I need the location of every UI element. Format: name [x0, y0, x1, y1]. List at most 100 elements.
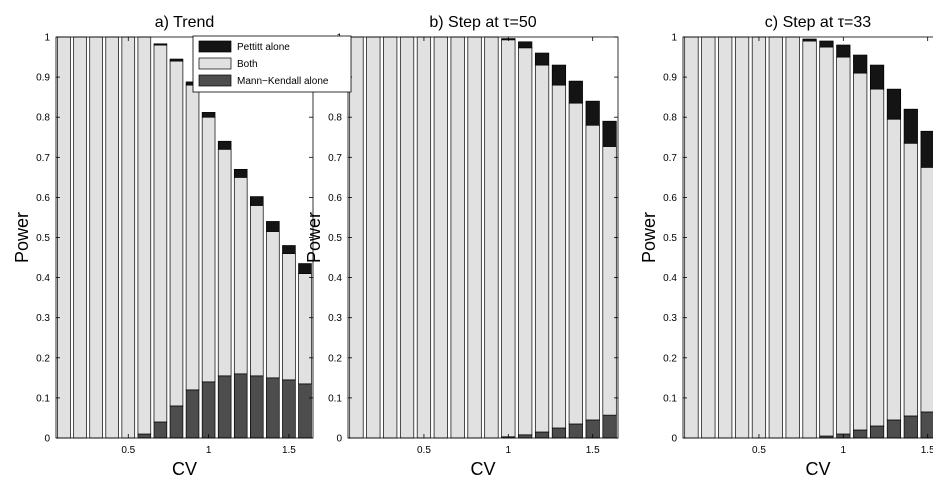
- bar-both: [416, 36, 432, 439]
- bar-mk: [153, 421, 168, 439]
- y-tick-label: 0.3: [328, 313, 342, 324]
- y-tick-label: 0.8: [36, 113, 50, 124]
- chart-panel-2: b) Step at τ=50 0 0.1 0.2 0.3 0.4 0.5 0.6 0.7 0.8…: [304, 14, 619, 479]
- y-tick-label: 0: [336, 434, 342, 445]
- bar-both: [785, 36, 800, 439]
- bar-pettitt: [250, 196, 264, 206]
- bar-pettitt: [853, 54, 868, 74]
- legend-swatch-both: [198, 57, 232, 70]
- bar-pettitt: [602, 120, 617, 147]
- y-tick-label: 0.5: [328, 233, 342, 244]
- chart-title: b) Step at τ=50: [429, 14, 536, 31]
- chart-title: a) Trend: [155, 14, 215, 31]
- y-tick-label: 0.6: [663, 193, 677, 204]
- chart-panel-3: c) Step at τ=33 0 0.1 0.2 0.3 0.4 0.5 0.6 0.7 0.8…: [639, 14, 933, 479]
- y-tick-label: 0.2: [36, 353, 50, 364]
- bar-pettitt: [585, 100, 600, 126]
- bar-both: [121, 36, 136, 439]
- bar-mk: [217, 375, 232, 439]
- bar-mk: [518, 434, 533, 439]
- y-tick-label: 1: [44, 33, 50, 44]
- bar-mk: [185, 389, 200, 439]
- bar-both: [802, 40, 817, 439]
- bar-both: [217, 148, 232, 377]
- bar-both: [869, 88, 885, 427]
- bar-both: [751, 36, 767, 439]
- x-axis-label: CV: [172, 459, 197, 479]
- legend-label-both: Both: [237, 59, 258, 70]
- bar-both: [73, 36, 87, 439]
- bar-both: [602, 146, 617, 416]
- bar-both: [89, 36, 103, 439]
- y-tick-label: 0: [44, 434, 50, 445]
- y-tick-label: 0.5: [36, 233, 50, 244]
- x-tick-label: 1.5: [282, 445, 296, 456]
- bar-both: [169, 60, 184, 407]
- y-tick-label: 0.8: [663, 113, 677, 124]
- legend-swatch-mk: [198, 74, 232, 87]
- bar-pettitt: [886, 88, 902, 120]
- bar-both: [450, 36, 465, 439]
- bar-pettitt: [869, 64, 885, 90]
- bar-pettitt: [266, 221, 280, 232]
- y-tick-label: 0.2: [663, 353, 677, 364]
- bar-both: [185, 84, 200, 391]
- bar-both: [886, 118, 902, 421]
- y-tick-label: 0.5: [663, 233, 677, 244]
- bar-both: [433, 36, 448, 439]
- legend-label-mk: Mann−Kendall alone: [237, 76, 329, 87]
- bar-pettitt: [836, 44, 851, 58]
- y-tick-label: 0.6: [328, 193, 342, 204]
- bar-both: [518, 47, 533, 436]
- bar-both: [853, 72, 868, 431]
- bar-both: [534, 64, 550, 433]
- bar-pettitt: [233, 168, 248, 178]
- chart-title: c) Step at τ=33: [765, 14, 871, 31]
- y-tick-label: 0.9: [36, 73, 50, 84]
- bar-pettitt: [903, 108, 918, 144]
- bar-both: [366, 36, 381, 439]
- bar-mk: [920, 411, 933, 439]
- bar-mk: [266, 377, 280, 439]
- bar-pettitt: [298, 263, 312, 274]
- bar-pettitt: [534, 52, 550, 66]
- bar-mk: [869, 425, 885, 439]
- bar-mk: [137, 433, 152, 439]
- bar-mk: [250, 375, 264, 439]
- bar-both: [903, 142, 918, 417]
- bar-both: [768, 36, 783, 439]
- bar-both: [819, 46, 834, 437]
- bar-pettitt: [802, 38, 817, 42]
- bar-both: [920, 166, 933, 413]
- bar-both: [734, 36, 750, 439]
- y-tick-label: 0.7: [328, 153, 342, 164]
- x-tick-label: 0.5: [752, 445, 766, 456]
- bar-mk: [551, 427, 567, 439]
- bar-both: [718, 36, 733, 439]
- y-tick-label: 0.7: [36, 153, 50, 164]
- x-tick-label: 1: [841, 445, 847, 456]
- bar-both: [266, 231, 280, 379]
- bar-pettitt: [819, 40, 834, 48]
- bar-both: [836, 56, 851, 435]
- y-tick-label: 0.4: [328, 273, 342, 284]
- y-tick-label: 0: [671, 434, 677, 445]
- legend: Pettitt alone Both Mann−Kendall alone: [192, 35, 352, 93]
- y-tick-label: 0.1: [36, 393, 50, 404]
- bar-both: [250, 205, 264, 377]
- bar-pettitt: [217, 140, 232, 150]
- x-tick-label: 1: [206, 445, 212, 456]
- bar-both: [399, 36, 415, 439]
- bar-mk: [298, 383, 312, 439]
- bar-mk: [534, 431, 550, 439]
- bar-both: [137, 36, 152, 435]
- x-tick-label: 0.5: [417, 445, 431, 456]
- y-tick-label: 0.3: [663, 313, 677, 324]
- y-tick-label: 1: [671, 33, 677, 44]
- x-axis-label: CV: [805, 459, 830, 479]
- y-tick-label: 0.7: [663, 153, 677, 164]
- y-tick-label: 0.6: [36, 193, 50, 204]
- y-tick-label: 0.1: [663, 393, 677, 404]
- x-tick-label: 1.5: [586, 445, 600, 456]
